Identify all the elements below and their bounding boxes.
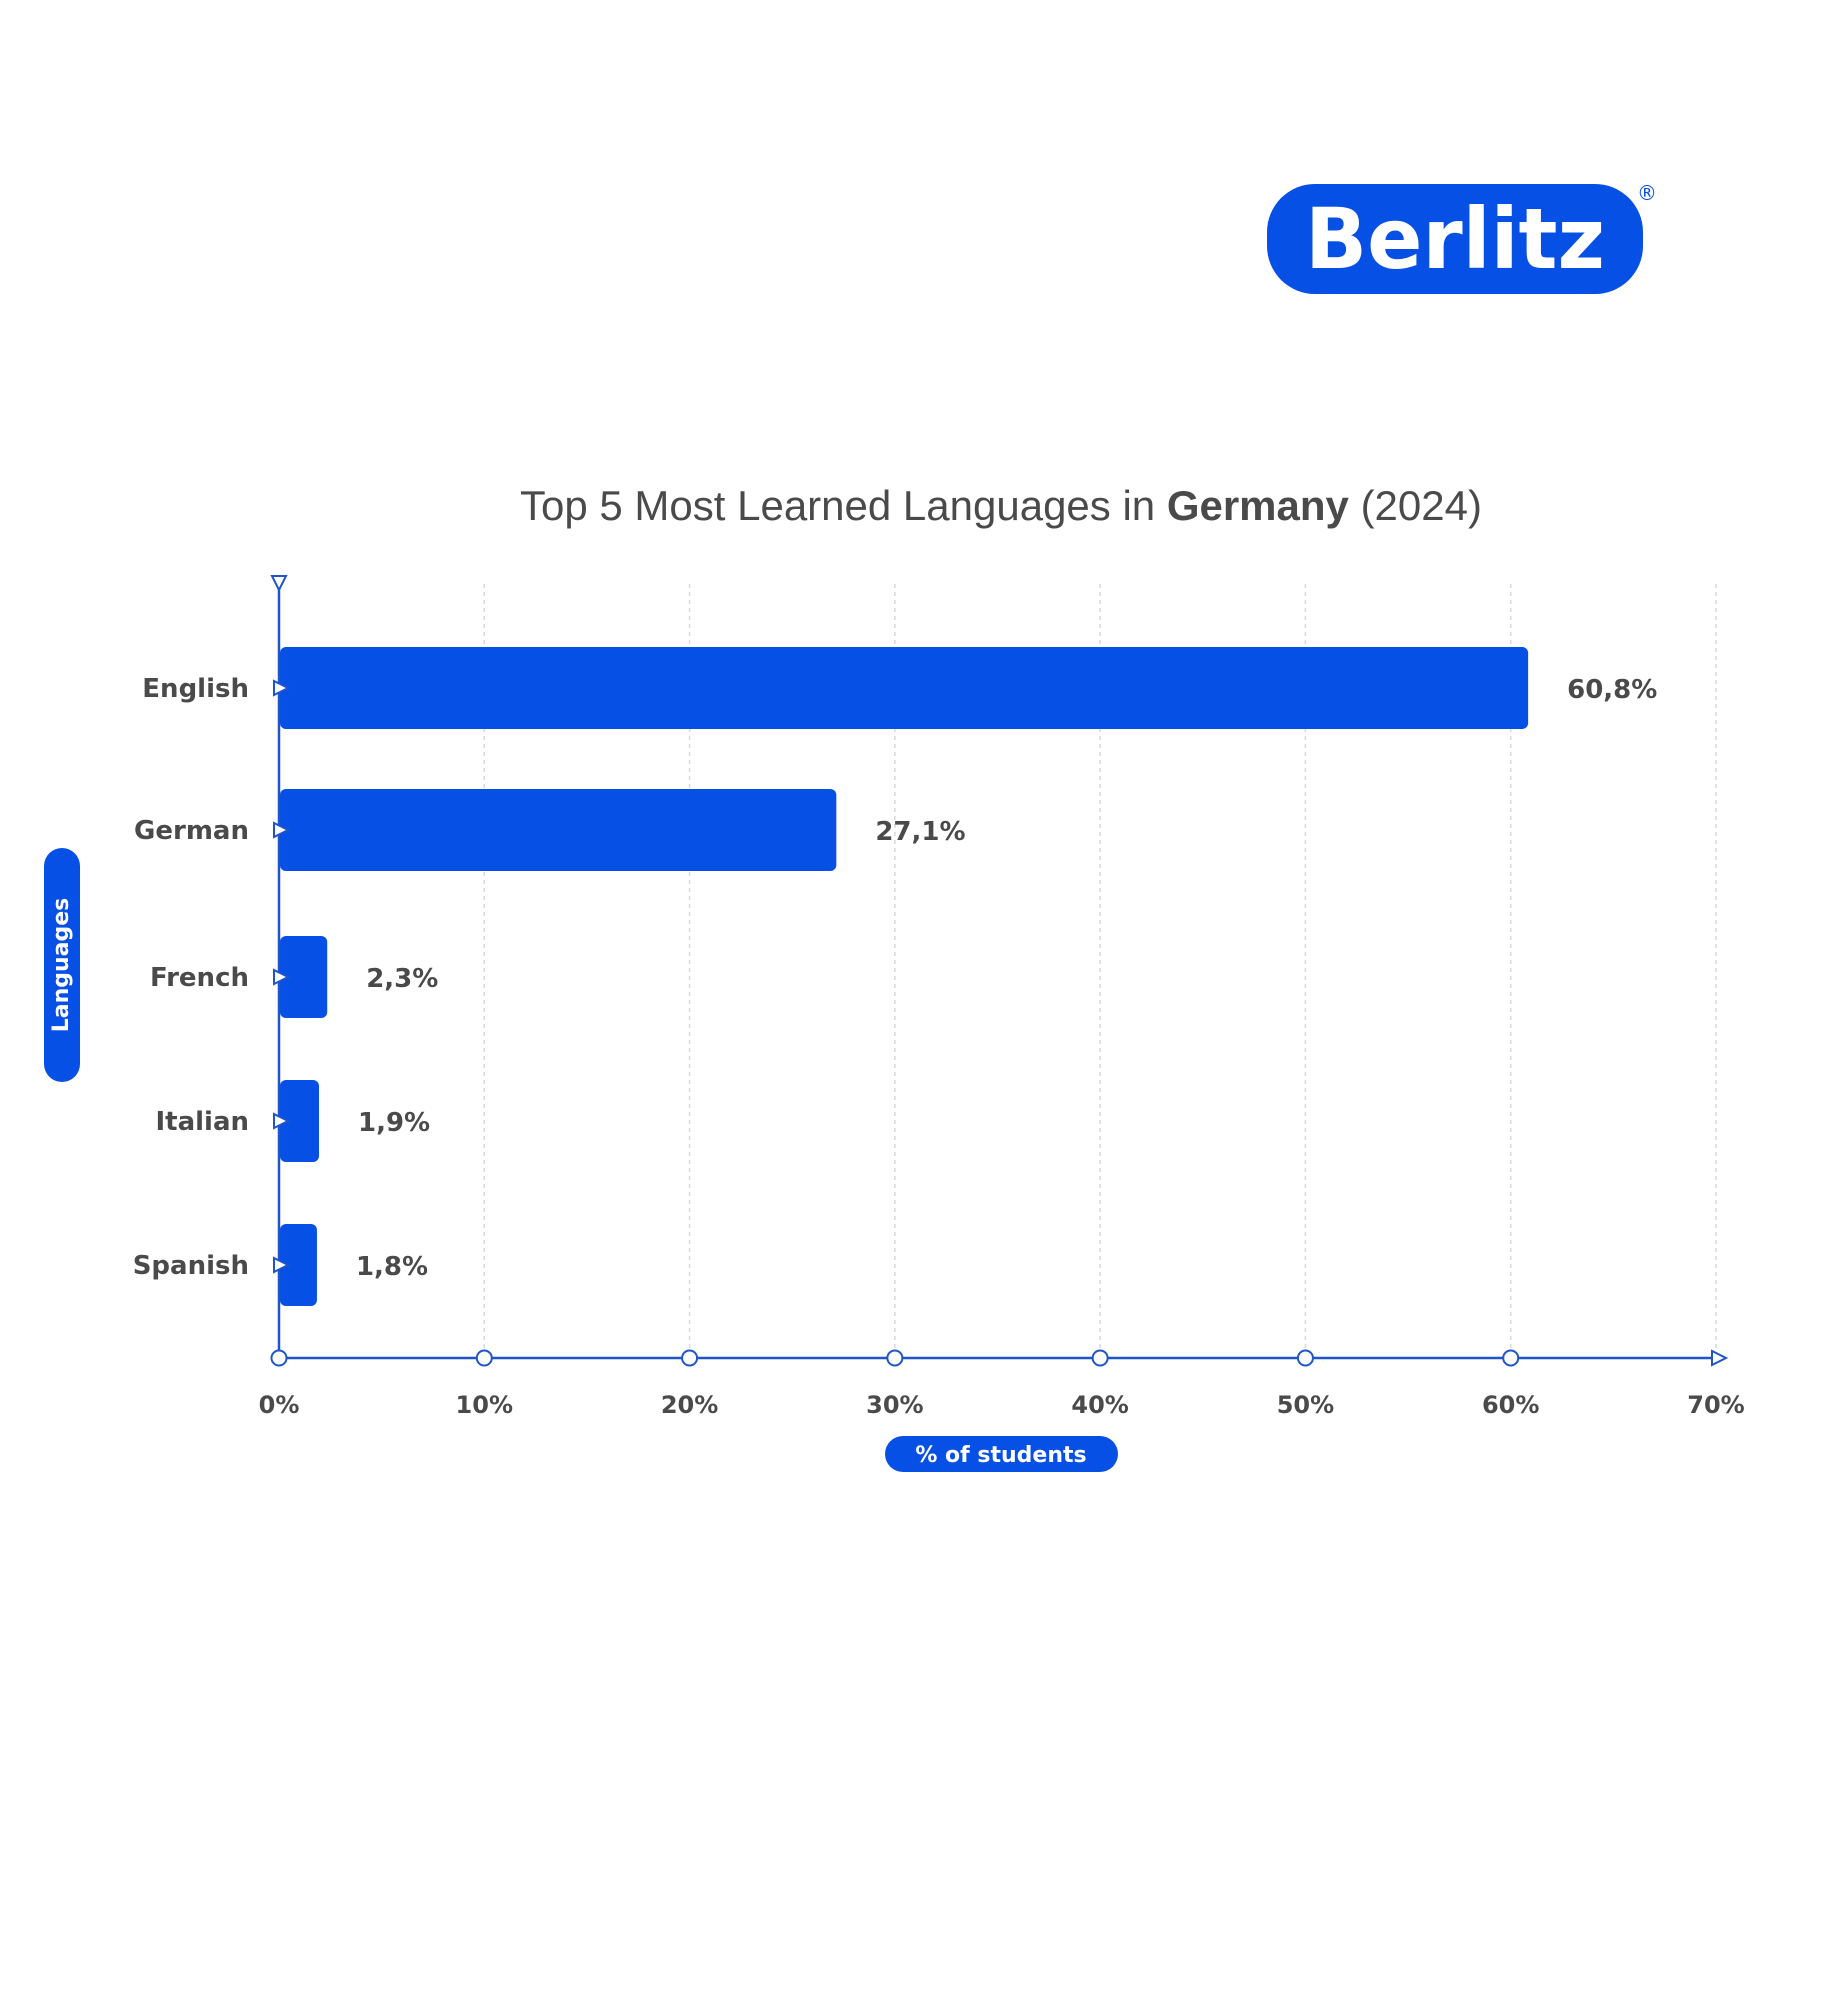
category-arrow-icon xyxy=(273,679,291,697)
x-tick-marker xyxy=(1296,1349,1314,1367)
bar-spanish xyxy=(280,1224,317,1306)
category-arrow-icon xyxy=(273,1112,291,1130)
category-arrow-icon xyxy=(273,1256,291,1274)
category-arrow-icon xyxy=(273,968,291,986)
x-tick-marker xyxy=(681,1349,699,1367)
x-tick-marker xyxy=(270,1349,288,1367)
bar-french xyxy=(280,936,328,1018)
value-label: 1,9% xyxy=(358,1108,430,1138)
x-tick-label: 40% xyxy=(1071,1391,1128,1419)
berlitz-logo: Berlitz ® xyxy=(1267,181,1657,294)
category-arrow-icon xyxy=(273,821,291,839)
chart-title-suffix: (2024) xyxy=(1349,482,1482,529)
x-tick-label: 60% xyxy=(1482,1391,1539,1419)
chart-title-prefix: Top 5 Most Learned Languages in xyxy=(520,482,1167,529)
registered-mark: ® xyxy=(1637,181,1657,205)
x-tick-label: 20% xyxy=(661,1391,718,1419)
x-tick-label: 50% xyxy=(1277,1391,1334,1419)
y-axis-label-pill xyxy=(44,848,80,1082)
chart-title: Top 5 Most Learned Languages in Germany … xyxy=(520,482,1482,529)
value-label: 60,8% xyxy=(1567,675,1657,705)
bar-english xyxy=(280,647,1529,729)
value-label: 27,1% xyxy=(875,817,965,847)
x-tick-marker xyxy=(475,1349,493,1367)
y-axis-label-text: Languages xyxy=(49,898,74,1033)
value-label: 1,8% xyxy=(356,1252,428,1282)
category-labels: English German French Italian Spanish xyxy=(133,674,291,1281)
category-label: English xyxy=(142,674,249,704)
y-axis-label: Languages xyxy=(44,848,80,1082)
value-labels: 60,8% 27,1% 2,3% 1,9% 1,8% xyxy=(356,675,1657,1282)
category-label: German xyxy=(134,816,249,846)
x-axis-label: % of students xyxy=(885,1436,1118,1472)
x-tick-marker xyxy=(1502,1349,1520,1367)
x-axis-ticks: 0% 10% 20% 30% 40% 50% 60% 70% xyxy=(259,1349,1745,1419)
chart-title-emphasis: Germany xyxy=(1167,482,1350,529)
bars xyxy=(280,647,1529,1306)
x-axis-label-text: % of students xyxy=(915,1443,1086,1468)
x-axis-label-pill xyxy=(885,1436,1118,1472)
logo-background xyxy=(1267,184,1643,294)
x-tick-label: 0% xyxy=(259,1391,300,1419)
x-tick-label: 10% xyxy=(456,1391,513,1419)
y-axis-arrow-icon xyxy=(270,575,288,593)
category-label: Italian xyxy=(155,1107,249,1137)
x-tick-label: 70% xyxy=(1687,1391,1744,1419)
x-tick-marker xyxy=(1091,1349,1109,1367)
value-label: 2,3% xyxy=(366,964,438,994)
logo-text: Berlitz xyxy=(1305,190,1605,288)
x-tick-label: 30% xyxy=(866,1391,923,1419)
bar-german xyxy=(280,789,837,871)
category-label: Spanish xyxy=(133,1251,249,1281)
x-axis-arrow-icon xyxy=(1711,1349,1729,1367)
category-label: French xyxy=(150,963,249,993)
x-tick-marker xyxy=(886,1349,904,1367)
bar-italian xyxy=(280,1080,320,1162)
